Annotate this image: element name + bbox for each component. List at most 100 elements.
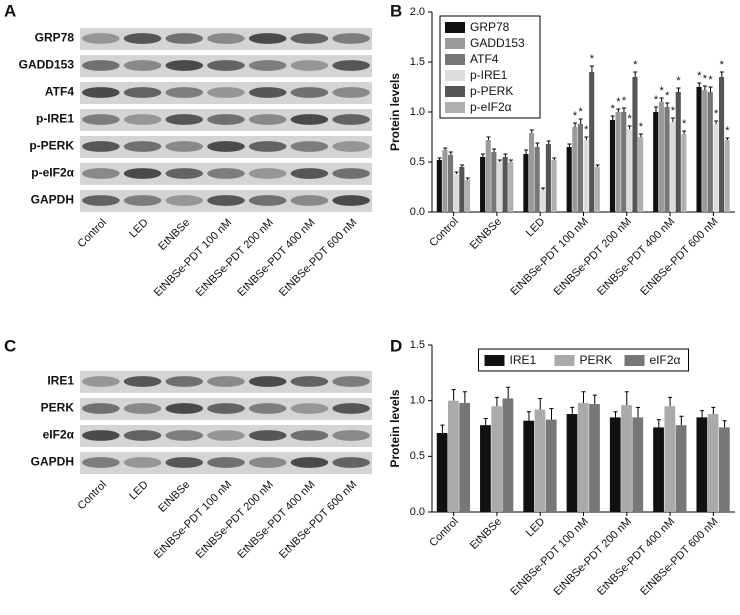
- lane-label: EtNBSe: [156, 217, 192, 253]
- error-bar: [621, 107, 626, 112]
- error-bar: [610, 115, 615, 120]
- blot-band: [290, 457, 329, 468]
- significance: *: [682, 118, 687, 130]
- bar: [534, 147, 540, 212]
- blot-strip: [80, 28, 372, 50]
- blot-band: [332, 403, 370, 414]
- legend-swatch: [445, 70, 465, 81]
- row-label: GRP78: [35, 31, 75, 45]
- blot-strip: [80, 163, 372, 185]
- blot-band: [165, 376, 204, 387]
- lane-label: Control: [75, 479, 109, 513]
- y-tick-label: 1.0: [410, 106, 425, 118]
- blot-band: [165, 87, 204, 98]
- legend-label: p-IRE1: [470, 68, 508, 82]
- bar: [615, 112, 621, 212]
- legend-swatch: [484, 355, 505, 366]
- error-bar: [492, 148, 497, 152]
- blot-band: [82, 60, 120, 71]
- blot-band: [332, 60, 370, 71]
- blot-band: [207, 403, 245, 414]
- blot-band: [290, 430, 329, 441]
- error-bar: [702, 85, 707, 90]
- legend-label: ATF4: [470, 52, 499, 66]
- bar: [696, 87, 702, 212]
- error-bar: [679, 415, 684, 426]
- error-bar: [722, 420, 727, 428]
- y-tick-label: 1.5: [410, 56, 425, 68]
- bar: [453, 174, 459, 212]
- row-label: p-IRE1: [36, 112, 74, 126]
- x-tick-label: EtNBSe-PDT 100 nM: [508, 516, 590, 598]
- legend-label: PERK: [580, 353, 613, 367]
- bar: [664, 406, 676, 512]
- blot-band: [123, 60, 162, 71]
- blot-band: [165, 60, 204, 71]
- bar: [491, 406, 503, 512]
- error-bar: [570, 406, 575, 415]
- bar: [653, 112, 659, 212]
- bar: [718, 427, 730, 512]
- bar: [566, 414, 578, 512]
- bar: [436, 160, 442, 212]
- bar: [713, 124, 719, 212]
- blot-band: [82, 33, 120, 44]
- blot-band: [207, 141, 245, 152]
- bar: [436, 432, 448, 512]
- error-bar: [616, 108, 621, 112]
- blot-strip: [80, 371, 372, 393]
- legend-swatch: [624, 355, 645, 366]
- error-bar: [506, 386, 511, 399]
- blot-band: [123, 403, 162, 414]
- legend-label: p-eIF2α: [470, 100, 512, 114]
- legend-label: IRE1: [510, 353, 537, 367]
- x-tick-label: EtNBSe-PDT 200 nM: [552, 516, 634, 598]
- blot-band: [332, 430, 370, 441]
- blot-band: [290, 60, 329, 71]
- significance: *: [584, 124, 589, 136]
- error-bar: [656, 419, 661, 428]
- blot-band: [207, 87, 245, 98]
- blot-band: [290, 195, 329, 206]
- bar: [534, 409, 546, 512]
- blot-strip: [80, 425, 372, 447]
- panel-label: A: [4, 1, 16, 20]
- error-bar: [613, 411, 618, 418]
- significance: *: [720, 59, 725, 71]
- bar: [594, 167, 600, 212]
- bar: [658, 102, 664, 212]
- bar: [448, 400, 459, 512]
- error-bar: [714, 120, 719, 124]
- significance: *: [659, 85, 664, 97]
- lane-label: EtNBSe-PDT 600 nM: [277, 217, 359, 299]
- error-bar: [624, 391, 629, 406]
- error-bar: [538, 397, 543, 410]
- bar: [577, 124, 583, 212]
- blot-band: [248, 33, 287, 44]
- x-tick-label: EtNBSe-PDT 400 nM: [595, 516, 677, 598]
- significance: *: [579, 106, 584, 118]
- blot-band: [207, 60, 245, 71]
- bar: [528, 133, 535, 212]
- blot-band: [123, 376, 162, 387]
- error-bar: [541, 187, 546, 190]
- blot-band: [248, 141, 287, 152]
- error-bar: [526, 411, 531, 421]
- blot-band: [290, 141, 329, 152]
- blot-band: [332, 87, 370, 98]
- bar: [485, 140, 491, 212]
- error-bar: [460, 164, 465, 167]
- bar: [572, 127, 578, 212]
- error-bar: [676, 87, 681, 92]
- error-bar: [578, 118, 583, 124]
- blot-band: [332, 457, 370, 468]
- significance: *: [654, 94, 659, 106]
- blot-band: [332, 114, 370, 125]
- error-bar: [486, 136, 491, 140]
- significance: *: [714, 108, 719, 120]
- x-tick-label: EtNBSe: [468, 216, 504, 252]
- bar: [459, 402, 471, 512]
- x-tick-label: Control: [427, 216, 461, 250]
- blot-band: [248, 60, 287, 71]
